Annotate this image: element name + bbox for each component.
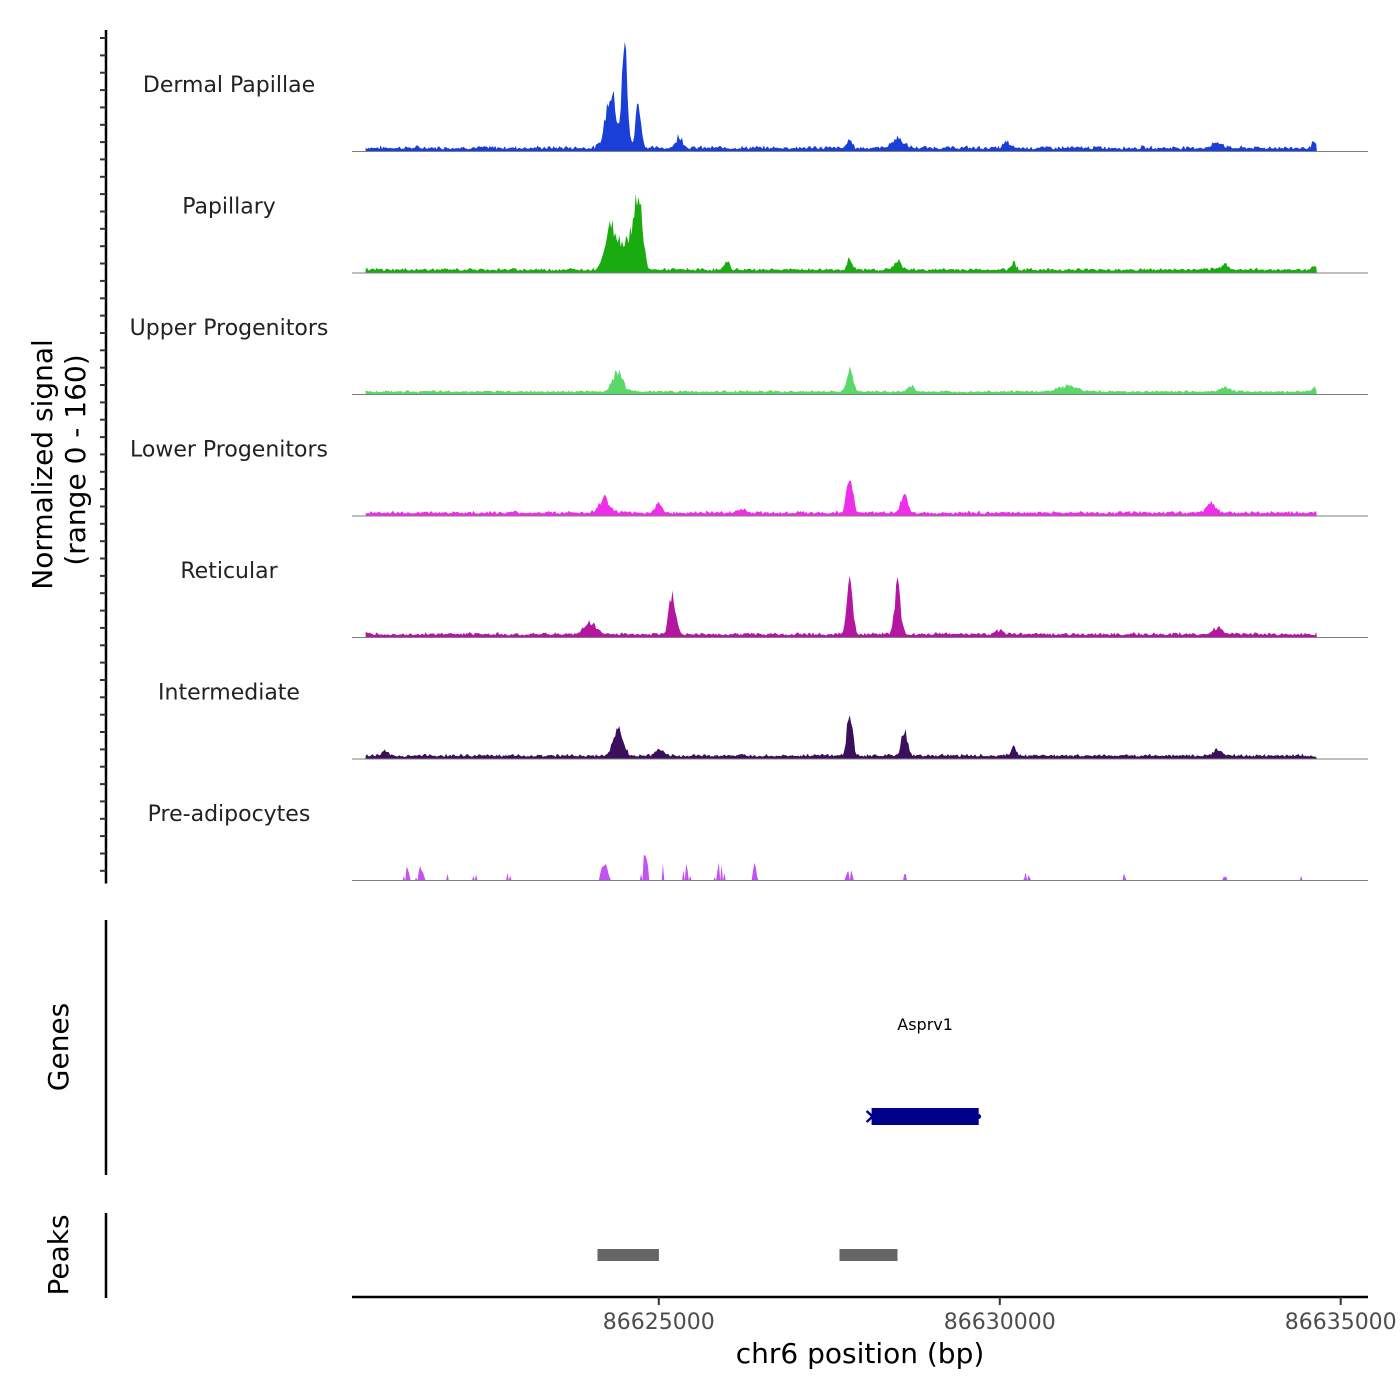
track-label: Pre-adipocytes	[148, 802, 311, 827]
x-tick-label: 86630000	[944, 1310, 1056, 1335]
y-axis-title: Normalized signal (range 0 - 160)	[26, 330, 92, 589]
track-label: Lower Progenitors	[130, 438, 328, 463]
signal-area	[365, 193, 1317, 273]
x-axis: 86625000 86630000 86635000	[352, 1295, 1397, 1335]
track-pre-adipocytes: Pre-adipocytes	[148, 802, 1368, 881]
strand-arrow	[865, 1110, 875, 1123]
gene-label: Asprv1	[897, 1015, 953, 1034]
track-upper-progenitors: Upper Progenitors	[130, 316, 1368, 395]
signal-y-axis	[100, 30, 108, 884]
signal-area	[365, 715, 1317, 759]
track-dermal-papillae: Dermal Papillae	[143, 41, 1368, 152]
signal-area	[365, 480, 1317, 516]
x-tick-label: 86635000	[1285, 1310, 1397, 1335]
track-lower-progenitors: Lower Progenitors	[130, 438, 1368, 517]
signal-area	[365, 366, 1317, 395]
y-axis-title-line2: (range 0 - 160)	[59, 354, 92, 565]
x-tick-label: 86625000	[603, 1310, 715, 1335]
peak-region	[597, 1249, 659, 1261]
signal-area	[365, 575, 1317, 638]
genes-title: Genes	[42, 1003, 75, 1091]
track-papillary: Papillary	[182, 193, 1368, 274]
track-intermediate: Intermediate	[158, 681, 1368, 760]
track-label: Upper Progenitors	[130, 316, 329, 341]
genes-panel: Genes Asprv1	[42, 920, 982, 1175]
track-label: Papillary	[182, 195, 276, 220]
x-axis-title: chr6 position (bp)	[736, 1337, 985, 1370]
track-label: Dermal Papillae	[143, 73, 315, 98]
peaks-title: Peaks	[42, 1214, 75, 1295]
gene-end	[976, 1114, 982, 1119]
peak-region	[839, 1249, 898, 1261]
track-reticular: Reticular	[180, 559, 1368, 638]
signal-area	[365, 855, 1317, 881]
peaks-panel: Peaks	[42, 1213, 898, 1298]
signal-tracks: Dermal Papillae Papillary Upper Progenitor…	[130, 41, 1368, 881]
gene-asprv1: Asprv1	[865, 1015, 982, 1125]
track-label: Intermediate	[158, 681, 300, 706]
signal-area	[365, 41, 1317, 152]
y-axis-title-line1: Normalized signal	[26, 339, 59, 590]
gene-body	[871, 1108, 979, 1125]
track-label: Reticular	[180, 559, 278, 584]
